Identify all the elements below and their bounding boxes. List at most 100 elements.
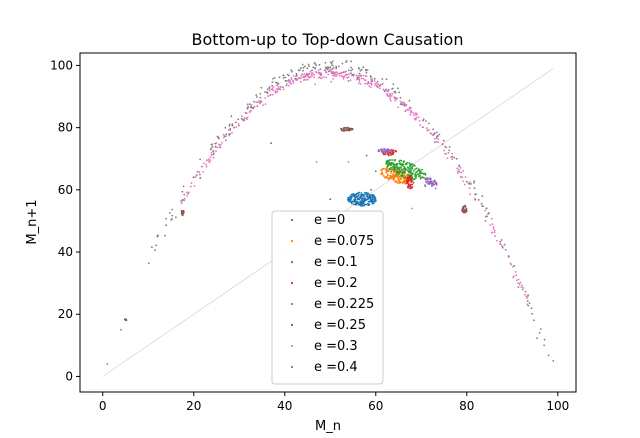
data-point [371, 199, 374, 202]
data-point [284, 76, 287, 79]
data-point [351, 195, 353, 198]
data-point [422, 176, 425, 179]
data-point [272, 89, 275, 91]
data-point [346, 126, 349, 129]
data-point [370, 78, 372, 81]
data-point [383, 153, 385, 156]
data-point [426, 178, 429, 181]
data-point [390, 170, 393, 173]
legend-marker [290, 323, 294, 327]
data-point [228, 133, 231, 136]
data-point [337, 73, 339, 75]
data-point [373, 200, 376, 203]
data-point [413, 164, 415, 166]
data-point [383, 90, 386, 93]
data-point [543, 338, 546, 341]
data-point [385, 89, 388, 92]
data-point [180, 202, 183, 204]
data-point [387, 159, 389, 162]
data-point [389, 97, 392, 100]
data-point [517, 286, 520, 288]
data-point [358, 76, 361, 79]
data-point [474, 193, 476, 196]
legend-marker [290, 239, 294, 243]
data-point [364, 82, 366, 85]
y-tick-label: 0 [65, 369, 73, 383]
data-point [384, 151, 387, 154]
data-point [295, 75, 297, 77]
data-point [314, 83, 317, 86]
data-point [354, 203, 356, 206]
data-point [390, 161, 393, 164]
data-point [432, 128, 434, 131]
data-point [426, 129, 429, 132]
data-point [409, 107, 412, 109]
data-point [351, 200, 354, 203]
data-point [462, 180, 465, 183]
data-point [401, 174, 404, 177]
data-point [332, 78, 334, 80]
data-point [154, 249, 156, 252]
data-point [473, 181, 475, 184]
data-point [274, 90, 277, 92]
data-point [381, 78, 384, 80]
data-point [253, 100, 255, 103]
data-point [325, 76, 328, 79]
data-point [434, 137, 436, 140]
data-point [343, 129, 345, 132]
data-point [378, 84, 381, 87]
data-point [319, 68, 322, 70]
x-tick-label: 80 [459, 399, 474, 413]
data-point [384, 168, 387, 170]
data-point [298, 69, 301, 72]
data-point [302, 69, 304, 72]
data-point [400, 164, 403, 167]
data-point [415, 112, 417, 115]
data-point [344, 126, 347, 129]
legend-marker [290, 365, 294, 369]
data-point [366, 82, 369, 85]
data-point [299, 80, 302, 83]
data-point [434, 187, 437, 190]
data-point [442, 139, 445, 142]
y-tick-label: 100 [50, 58, 73, 72]
data-point [327, 73, 330, 76]
data-point [420, 176, 423, 179]
data-point [342, 71, 345, 74]
data-point [404, 110, 407, 113]
data-point [303, 73, 306, 75]
data-point [311, 69, 313, 72]
data-point [425, 120, 427, 122]
data-point [445, 146, 448, 149]
data-point [486, 215, 488, 218]
data-point [397, 177, 399, 180]
data-point [347, 80, 350, 82]
x-tick-label: 40 [277, 399, 292, 413]
data-point [306, 73, 309, 76]
data-point [418, 120, 421, 122]
data-point [396, 167, 399, 170]
data-point [470, 183, 472, 185]
data-point [387, 161, 390, 163]
data-point [190, 182, 193, 185]
data-point [362, 193, 365, 196]
data-point [230, 115, 233, 118]
data-point [391, 87, 394, 90]
data-point [392, 176, 394, 179]
data-point [387, 88, 390, 91]
data-point [375, 82, 378, 85]
data-point [347, 76, 350, 78]
data-point [468, 187, 471, 190]
data-point [350, 127, 353, 130]
data-point [350, 69, 352, 72]
data-point [266, 88, 269, 91]
data-point [342, 76, 345, 79]
data-point [246, 116, 249, 119]
data-point [490, 231, 493, 234]
data-point [433, 141, 436, 144]
data-points [106, 60, 555, 365]
data-point [358, 82, 360, 85]
data-point [379, 87, 381, 90]
data-point [189, 185, 192, 188]
data-point [324, 61, 327, 64]
